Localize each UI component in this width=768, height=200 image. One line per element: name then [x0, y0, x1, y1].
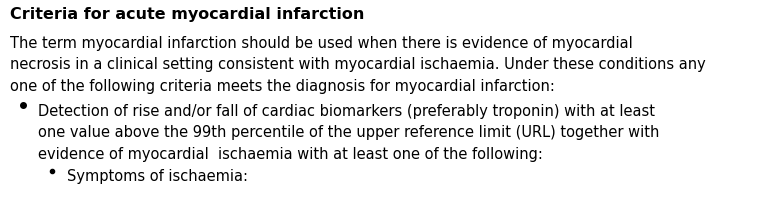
Text: necrosis in a clinical setting consistent with myocardial ischaemia. Under these: necrosis in a clinical setting consisten…	[10, 57, 706, 72]
Text: The term myocardial infarction should be used when there is evidence of myocardi: The term myocardial infarction should be…	[10, 36, 633, 51]
Text: Symptoms of ischaemia:: Symptoms of ischaemia:	[67, 168, 248, 183]
Text: one value above the 99th percentile of the upper reference limit (URL) together : one value above the 99th percentile of t…	[38, 125, 659, 140]
Text: Detection of rise and/or fall of cardiac biomarkers (preferably troponin) with a: Detection of rise and/or fall of cardiac…	[38, 103, 654, 118]
Text: evidence of myocardial  ischaemia with at least one of the following:: evidence of myocardial ischaemia with at…	[38, 146, 542, 161]
Text: Criteria for acute myocardial infarction: Criteria for acute myocardial infarction	[10, 7, 364, 22]
Text: one of the following criteria meets the diagnosis for myocardial infarction:: one of the following criteria meets the …	[10, 78, 554, 93]
